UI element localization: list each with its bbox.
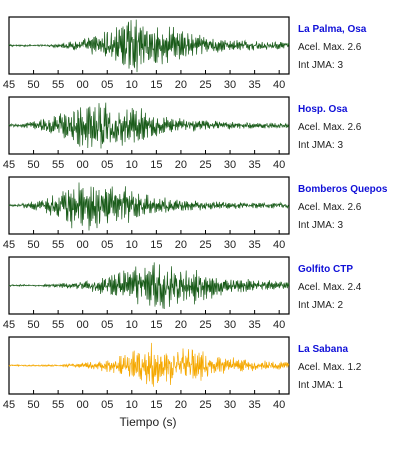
- x-tick-label: 15: [150, 79, 162, 91]
- x-tick-label: 05: [101, 159, 113, 171]
- x-tick-label: 35: [248, 319, 260, 331]
- x-tick-label: 20: [175, 319, 187, 331]
- jma-intensity: Int JMA: 2: [298, 300, 343, 311]
- x-tick-label: 25: [199, 159, 211, 171]
- panel-2: 45 50 55 00 05 10 15 20 25 30 35 40 Hosp. Osa Acel. M…: [3, 96, 362, 171]
- x-tick-label: 15: [150, 239, 162, 251]
- station-name: Golfito CTP: [298, 264, 353, 275]
- acel-max-value: Acel. Max. 2.6: [298, 122, 362, 133]
- panel-3: 45 50 55 00 05 10 15 20 25 30 35 40 Bomberos Quepos A…: [3, 176, 388, 251]
- x-tick-label: 55: [52, 239, 64, 251]
- acel-max-value: Acel. Max. 2.4: [298, 282, 362, 293]
- panel-frame: [8, 16, 290, 75]
- x-tick-label: 20: [175, 399, 187, 411]
- station-name: Hosp. Osa: [298, 104, 348, 115]
- x-tick-label: 30: [224, 79, 236, 91]
- panel-5: 45 50 55 00 05 10 15 20 25 30 35 40 La Sabana Acel. M…: [3, 336, 362, 411]
- waveform-trace: [8, 262, 290, 309]
- acel-max-value: Acel. Max. 2.6: [298, 42, 362, 53]
- x-tick-label: 00: [77, 159, 89, 171]
- x-tick-label: 20: [175, 79, 187, 91]
- x-tick-label: 20: [175, 159, 187, 171]
- x-tick-label: 55: [52, 159, 64, 171]
- x-tick-label: 05: [101, 399, 113, 411]
- x-tick-label: 35: [248, 239, 260, 251]
- acel-max-value: Acel. Max. 2.6: [298, 202, 362, 213]
- x-tick-label: 45: [3, 159, 15, 171]
- x-tick-label: 40: [273, 239, 285, 251]
- x-tick-label: 55: [52, 79, 64, 91]
- x-tick-label: 55: [52, 319, 64, 331]
- x-tick-label: 30: [224, 239, 236, 251]
- acel-max-value: Acel. Max. 1.2: [298, 362, 362, 373]
- x-tick-label: 00: [77, 79, 89, 91]
- x-tick-label: 25: [199, 399, 211, 411]
- x-tick-label: 00: [77, 319, 89, 331]
- x-tick-label: 45: [3, 399, 15, 411]
- x-tick-label: 30: [224, 319, 236, 331]
- x-tick-label: 05: [101, 319, 113, 331]
- x-tick-label: 05: [101, 239, 113, 251]
- x-tick-label: 25: [199, 79, 211, 91]
- x-tick-label: 10: [126, 79, 138, 91]
- waveform-trace: [8, 342, 290, 387]
- x-tick-label: 40: [273, 159, 285, 171]
- x-tick-label: 40: [273, 399, 285, 411]
- x-tick-label: 50: [27, 159, 39, 171]
- x-tick-label: 45: [3, 239, 15, 251]
- x-tick-label: 50: [27, 399, 39, 411]
- x-tick-label: 10: [126, 159, 138, 171]
- x-tick-label: 55: [52, 399, 64, 411]
- x-axis-label: Tiempo (s): [120, 415, 177, 429]
- x-tick-label: 45: [3, 319, 15, 331]
- jma-intensity: Int JMA: 3: [298, 140, 343, 151]
- x-tick-label: 35: [248, 159, 260, 171]
- x-tick-label: 15: [150, 399, 162, 411]
- x-tick-label: 05: [101, 79, 113, 91]
- jma-intensity: Int JMA: 3: [298, 220, 343, 231]
- x-tick-label: 10: [126, 399, 138, 411]
- x-tick-label: 15: [150, 159, 162, 171]
- panels-group: 45 50 55 00 05 10 15 20 25 30 35 40 La Palma, Osa Ace…: [3, 16, 388, 411]
- x-tick-label: 10: [126, 239, 138, 251]
- x-tick-label: 35: [248, 399, 260, 411]
- x-tick-label: 15: [150, 319, 162, 331]
- jma-intensity: Int JMA: 3: [298, 60, 343, 71]
- x-tick-label: 50: [27, 319, 39, 331]
- x-tick-label: 20: [175, 239, 187, 251]
- waveform-trace: [8, 182, 290, 231]
- x-tick-label: 25: [199, 239, 211, 251]
- station-name: Bomberos Quepos: [298, 184, 388, 195]
- x-tick-label: 30: [224, 159, 236, 171]
- x-tick-label: 45: [3, 79, 15, 91]
- station-name: La Palma, Osa: [298, 24, 367, 35]
- x-tick-label: 10: [126, 319, 138, 331]
- x-tick-label: 50: [27, 239, 39, 251]
- station-name: La Sabana: [298, 344, 348, 355]
- x-tick-label: 40: [273, 79, 285, 91]
- waveform-trace: [8, 19, 290, 73]
- panel-1: 45 50 55 00 05 10 15 20 25 30 35 40 La Palma, Osa Ace…: [3, 16, 367, 91]
- panel-4: 45 50 55 00 05 10 15 20 25 30 35 40 Golfito CTP Acel.…: [3, 256, 362, 331]
- x-tick-label: 50: [27, 79, 39, 91]
- x-tick-label: 00: [77, 399, 89, 411]
- x-tick-label: 35: [248, 79, 260, 91]
- x-tick-label: 30: [224, 399, 236, 411]
- x-tick-label: 00: [77, 239, 89, 251]
- x-tick-label: 25: [199, 319, 211, 331]
- x-tick-label: 40: [273, 319, 285, 331]
- waveform-trace: [8, 102, 290, 149]
- jma-intensity: Int JMA: 1: [298, 380, 343, 391]
